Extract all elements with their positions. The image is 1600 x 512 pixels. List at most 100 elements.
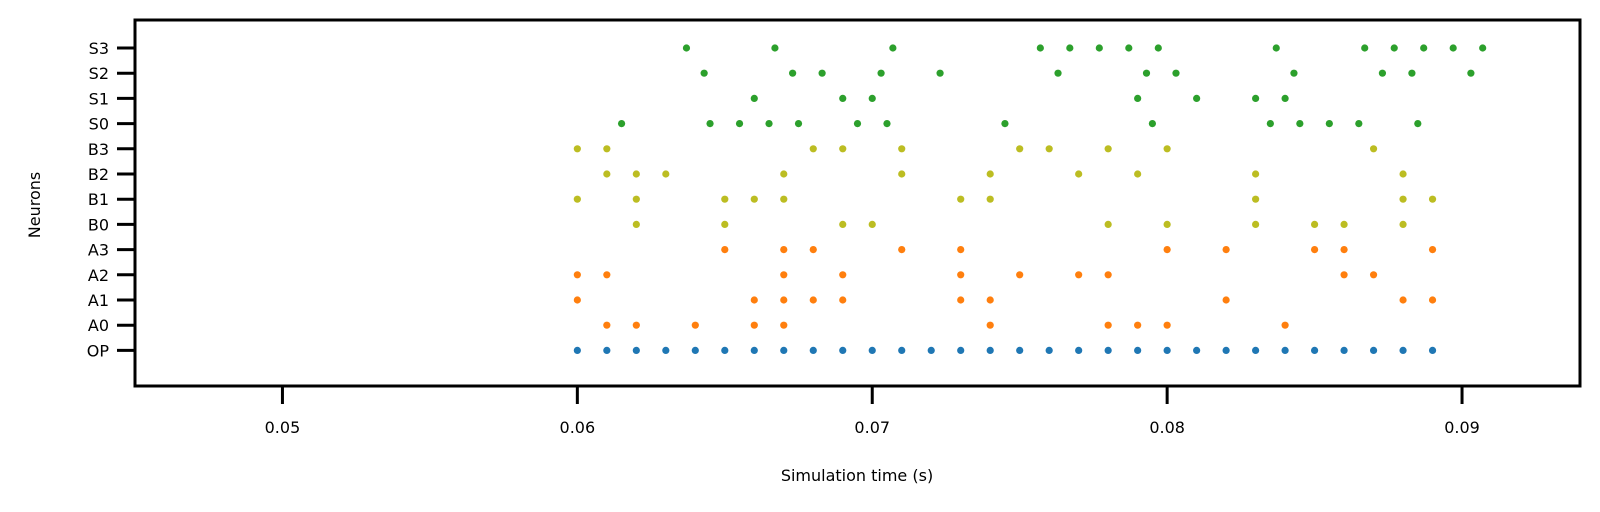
- spike-a1: [809, 296, 817, 304]
- spike-a0: [1281, 321, 1289, 329]
- y-tick-label-s1: S1: [89, 89, 109, 108]
- spike-s0: [735, 120, 744, 128]
- spike-s0: [706, 120, 714, 128]
- spike-b0: [868, 220, 876, 228]
- spike-s3: [682, 44, 691, 52]
- spike-s1: [750, 94, 758, 102]
- spike-b1: [780, 195, 788, 203]
- spike-a0: [1163, 321, 1171, 329]
- spike-op: [721, 346, 729, 354]
- y-tick-label-a0: A0: [88, 316, 109, 335]
- marks-layer: [573, 44, 1487, 354]
- spike-b1: [957, 195, 965, 203]
- spike-a3: [957, 246, 965, 254]
- spike-s3: [1390, 44, 1398, 52]
- spike-s2: [936, 69, 944, 77]
- spike-op: [868, 346, 876, 354]
- spike-s0: [1325, 120, 1333, 128]
- spike-b0: [839, 220, 847, 228]
- spike-s2: [877, 69, 885, 77]
- y-tick-label-b3: B3: [88, 140, 109, 159]
- spike-a0: [632, 321, 640, 329]
- y-tick-label-op: OP: [87, 341, 110, 360]
- spike-s2: [1378, 69, 1387, 77]
- y-axis-label: Neurons: [25, 172, 44, 238]
- spike-s0: [1001, 120, 1009, 128]
- spike-s3: [889, 44, 897, 52]
- spike-s0: [794, 120, 803, 128]
- spike-op: [1369, 346, 1378, 354]
- spike-a0: [1134, 321, 1142, 329]
- spike-op: [1016, 346, 1024, 354]
- spike-a1: [1222, 296, 1230, 304]
- y-tick-label-s2: S2: [89, 64, 109, 83]
- spike-a2: [1340, 271, 1348, 279]
- spike-op: [1281, 346, 1289, 354]
- spike-a3: [721, 246, 729, 254]
- spike-s1: [1134, 94, 1142, 102]
- spike-b0: [1310, 220, 1319, 228]
- spike-a2: [1104, 271, 1112, 279]
- spike-b2: [780, 170, 788, 178]
- spike-b3: [1369, 145, 1378, 153]
- spike-s2: [818, 69, 826, 77]
- spike-s1: [1281, 94, 1289, 102]
- spike-a3: [1340, 246, 1348, 254]
- spike-op: [1310, 346, 1319, 354]
- spike-s2: [1142, 69, 1151, 77]
- spike-a1: [780, 296, 788, 304]
- y-axis: OP A0 A1 A2 A3 B0 B1 B2 B3 S0 S1 S2 S3: [87, 39, 135, 360]
- spike-b3: [573, 145, 581, 153]
- spike-a2: [780, 271, 788, 279]
- spike-b3: [809, 145, 817, 153]
- spike-op: [573, 346, 581, 354]
- spike-a0: [1104, 321, 1112, 329]
- x-tick-label: 0.09: [1444, 418, 1480, 437]
- spike-op: [780, 346, 788, 354]
- spike-op: [691, 346, 699, 354]
- y-tick-label-a3: A3: [88, 241, 109, 260]
- spike-b2: [1252, 170, 1260, 178]
- spike-a1: [1399, 296, 1407, 304]
- spike-a3: [780, 246, 788, 254]
- spike-b2: [1075, 170, 1083, 178]
- spike-b1: [1252, 195, 1260, 203]
- spike-b3: [839, 145, 847, 153]
- spike-s3: [1095, 44, 1103, 52]
- spike-a0: [986, 321, 994, 329]
- spike-a3: [1222, 246, 1230, 254]
- spike-s0: [853, 120, 862, 128]
- spike-op: [986, 346, 994, 354]
- x-tick-label: 0.06: [560, 418, 596, 437]
- spike-a3: [898, 246, 906, 254]
- y-tick-label-s0: S0: [89, 115, 109, 134]
- spike-a3: [1428, 246, 1437, 254]
- spike-b1: [573, 195, 581, 203]
- spike-s1: [868, 94, 876, 102]
- spike-a1: [750, 296, 758, 304]
- spike-a1: [986, 296, 994, 304]
- spike-op: [898, 346, 906, 354]
- spike-s1: [1193, 94, 1201, 102]
- spike-s3: [1154, 44, 1162, 52]
- spike-s0: [883, 120, 891, 128]
- spike-op: [1045, 346, 1053, 354]
- spike-a2: [573, 271, 581, 279]
- spike-op: [1134, 346, 1142, 354]
- x-tick-label: 0.08: [1149, 418, 1185, 437]
- spike-a1: [1428, 296, 1437, 304]
- spike-s3: [1361, 44, 1369, 52]
- y-tick-label-b2: B2: [88, 165, 109, 184]
- spike-b1: [632, 195, 640, 203]
- spike-s0: [1148, 120, 1156, 128]
- spike-s3: [1036, 44, 1044, 52]
- y-tick-label-s3: S3: [89, 39, 109, 58]
- spike-b1: [1428, 195, 1437, 203]
- spike-a2: [957, 271, 965, 279]
- spike-b3: [603, 145, 611, 153]
- spike-op: [1104, 346, 1112, 354]
- spike-s2: [1290, 69, 1298, 77]
- spike-op: [957, 346, 965, 354]
- spike-op: [1163, 346, 1171, 354]
